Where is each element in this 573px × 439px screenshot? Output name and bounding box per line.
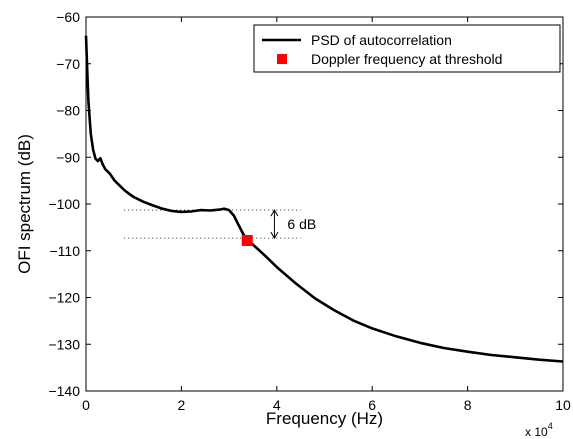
x-tick-label: 2: [178, 397, 186, 413]
y-tick-label: −90: [56, 149, 80, 165]
x-axis-multiplier: x 104: [525, 421, 553, 439]
x-tick-label: 10: [555, 397, 571, 413]
x-tick-label: 0: [82, 397, 90, 413]
y-tick-label: −130: [48, 336, 80, 352]
y-axis-label: OFI spectrum (dB): [15, 134, 34, 274]
legend: PSD of autocorrelation Doppler frequency …: [253, 24, 561, 73]
annotation-label: 6 dB: [287, 216, 316, 232]
legend-box: [253, 24, 561, 73]
legend-label-doppler: Doppler frequency at threshold: [311, 51, 502, 67]
axes-frame: [85, 16, 564, 392]
threshold-point: [241, 234, 253, 246]
y-tick-label: −140: [48, 383, 80, 399]
annotation-arrowhead-down: [270, 231, 279, 240]
y-tick-label: −80: [56, 103, 80, 119]
y-tick-label: −60: [56, 9, 80, 25]
legend-square-swatch: [277, 54, 287, 64]
x-tick-label: 8: [464, 397, 472, 413]
plot-area: 6 dB: [84, 17, 564, 391]
x-tick-label: 6: [368, 397, 376, 413]
axes: 0 2 4 6 8 10 −140 −130 −120 −110 −100 −90 −80 −70 −60 F…: [15, 9, 571, 439]
y-tick-label: −100: [48, 196, 80, 212]
y-tick-label: −120: [48, 290, 80, 306]
annotation-arrowhead-up: [270, 209, 279, 217]
x-tick-label: 4: [273, 397, 281, 413]
series-line-0: [84, 35, 564, 363]
legend-label-psd: PSD of autocorrelation: [311, 32, 452, 48]
x-axis-label: Frequency (Hz): [266, 409, 383, 428]
plot-background: [86, 17, 563, 391]
y-tick-label: −70: [56, 56, 80, 72]
y-tick-label: −110: [50, 243, 81, 259]
